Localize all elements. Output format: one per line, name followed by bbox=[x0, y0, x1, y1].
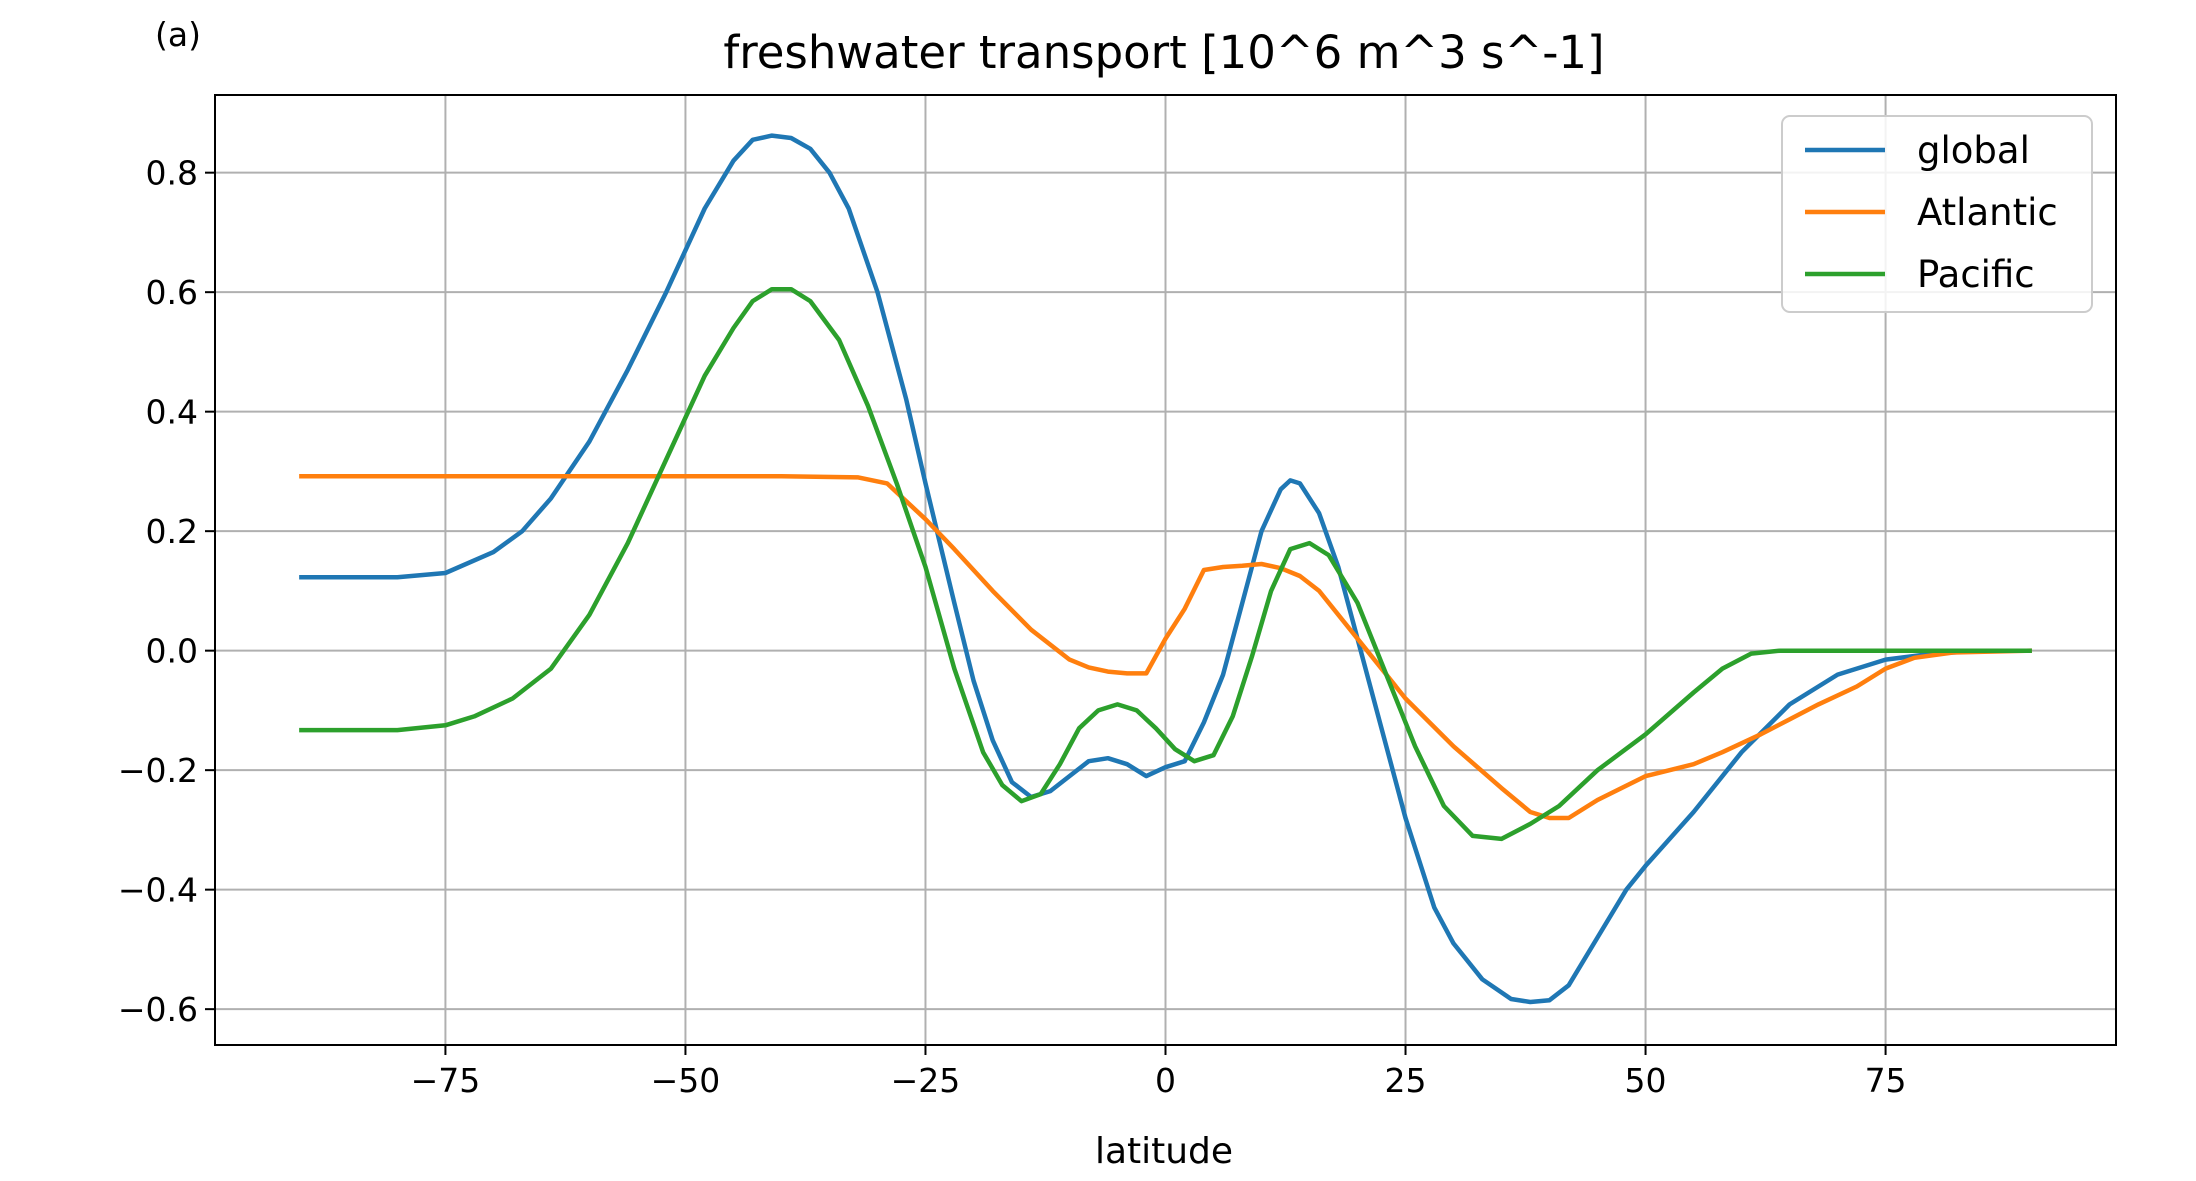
y-tick-label: 0.4 bbox=[146, 393, 198, 432]
legend-label-atlantic: Atlantic bbox=[1917, 191, 2058, 234]
axis-ticks: −75 −50 −25 0 25 50 75 −0.6 −0.4 −0.2 0.0 0.2 0.4 0.6… bbox=[118, 154, 1907, 1100]
x-tick-label: 25 bbox=[1385, 1061, 1427, 1100]
x-axis-label: latitude bbox=[1095, 1131, 1233, 1172]
series-line-global bbox=[299, 133, 2032, 1005]
y-tick-label: 0.8 bbox=[146, 154, 198, 193]
series-lines bbox=[299, 133, 2032, 1005]
x-tick-label: 75 bbox=[1865, 1061, 1907, 1100]
legend-label-global: global bbox=[1917, 129, 2030, 172]
chart-title: freshwater transport [10^6 m^3 s^-1] bbox=[723, 26, 1604, 79]
series-line-atlantic bbox=[299, 473, 2032, 821]
y-tick-label: −0.6 bbox=[118, 990, 198, 1029]
x-tick-label: 0 bbox=[1155, 1061, 1176, 1100]
y-tick-label: 0.0 bbox=[146, 632, 198, 671]
y-tick-label: −0.2 bbox=[118, 751, 198, 790]
x-tick-label: −50 bbox=[651, 1061, 721, 1100]
panel-label: (a) bbox=[155, 15, 201, 54]
x-tick-label: 50 bbox=[1625, 1061, 1667, 1100]
y-tick-label: 0.6 bbox=[146, 273, 198, 312]
legend-label-pacific: Pacific bbox=[1917, 253, 2035, 296]
x-tick-label: −25 bbox=[891, 1061, 961, 1100]
y-tick-label: 0.2 bbox=[146, 512, 198, 551]
x-tick-label: −75 bbox=[411, 1061, 481, 1100]
legend-box bbox=[1781, 115, 2093, 313]
y-tick-label: −0.4 bbox=[118, 871, 198, 910]
series-line-pacific bbox=[299, 286, 2032, 842]
legend: global Atlantic Pacific bbox=[1781, 115, 2093, 313]
